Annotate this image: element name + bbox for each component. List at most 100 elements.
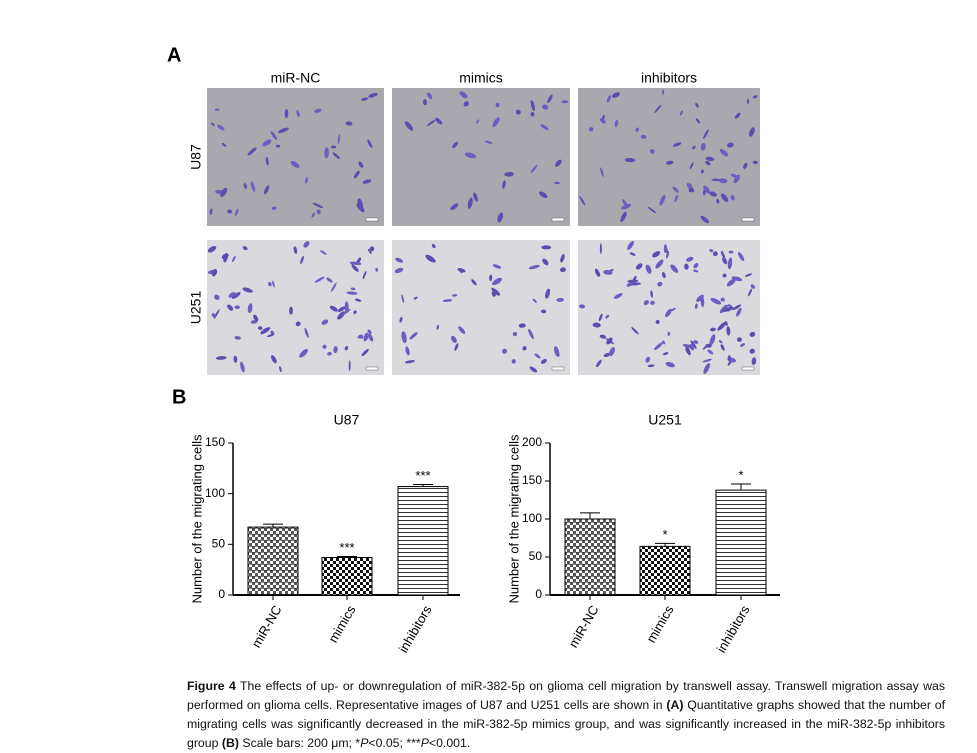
cell [600,167,604,177]
cell [631,326,639,335]
cell [540,358,547,364]
cell [271,206,277,211]
cell [710,298,722,305]
cell [705,156,715,162]
cell [344,346,349,351]
cell [260,327,271,335]
cell [734,112,741,119]
cell [452,141,459,149]
cell [717,321,727,331]
cell [511,359,516,364]
caption-text: <0.05; *** [368,736,421,750]
cell [221,253,229,260]
cell [752,160,758,165]
cell [265,156,269,166]
cell [652,251,661,258]
cell [530,111,535,117]
caption-italic: P [420,736,429,750]
cell [314,108,322,113]
cell [234,305,240,309]
scale-bar [365,366,379,371]
cell [257,326,263,330]
cell [635,263,643,270]
cell [710,327,716,332]
cell [220,187,228,198]
y-axis-label: Number of the migrating cells [189,434,204,604]
cell [690,340,697,349]
cell [599,334,607,339]
cell [435,117,443,125]
cell [463,101,469,107]
cell [354,298,362,302]
y-tick-label: 150 [205,435,225,449]
cell [227,209,233,214]
cell [609,347,615,357]
cell [665,251,670,259]
cell [337,134,341,145]
cell [594,268,601,277]
cell [530,164,538,173]
cell [235,208,239,217]
cell [539,191,548,199]
cell [540,309,547,314]
bar [321,557,373,596]
caption-label: Figure 4 [187,679,236,693]
cell [561,100,569,104]
cell [522,346,527,351]
cell [215,356,227,360]
cell [700,215,710,224]
cell [737,252,745,262]
cell [528,264,540,270]
y-tick-label: 0 [218,587,225,601]
cell [427,92,433,100]
cell [684,263,689,270]
cell [423,99,427,106]
cell [670,307,676,312]
cell [368,248,372,255]
caption-text: Quantitative graphs showed that the numb… [187,698,945,750]
cell [530,100,535,112]
cell [436,324,440,330]
cell [353,170,360,179]
cell [689,162,694,170]
cell [722,254,726,259]
cell [687,183,692,189]
cell [359,334,364,339]
cell [598,313,603,322]
cell [736,307,742,317]
panel-label: B [172,386,186,408]
cell [620,211,627,223]
cell [749,348,755,354]
cell [540,124,549,131]
error-bar [263,523,283,528]
cell [605,314,610,319]
cell [268,282,272,287]
cell [320,250,327,255]
cell [367,139,373,148]
cell [654,342,663,351]
cell [732,304,742,311]
cell [330,145,337,149]
cell [316,209,321,215]
cell [736,337,742,342]
cell [649,149,655,154]
cell [518,323,526,328]
cell [693,263,699,269]
cell [234,336,241,340]
cell [353,310,357,315]
micrograph-bg [392,88,570,226]
cell [492,277,502,286]
cell [673,142,682,147]
scale-bar [741,366,755,371]
cell [645,264,652,274]
cell [250,320,258,324]
cell [605,338,615,345]
cell [263,185,270,195]
y-tick-label: 100 [205,486,225,500]
cell [666,160,674,165]
cell [528,328,534,340]
cell [211,269,218,277]
cell [727,355,731,360]
cell [727,257,733,270]
